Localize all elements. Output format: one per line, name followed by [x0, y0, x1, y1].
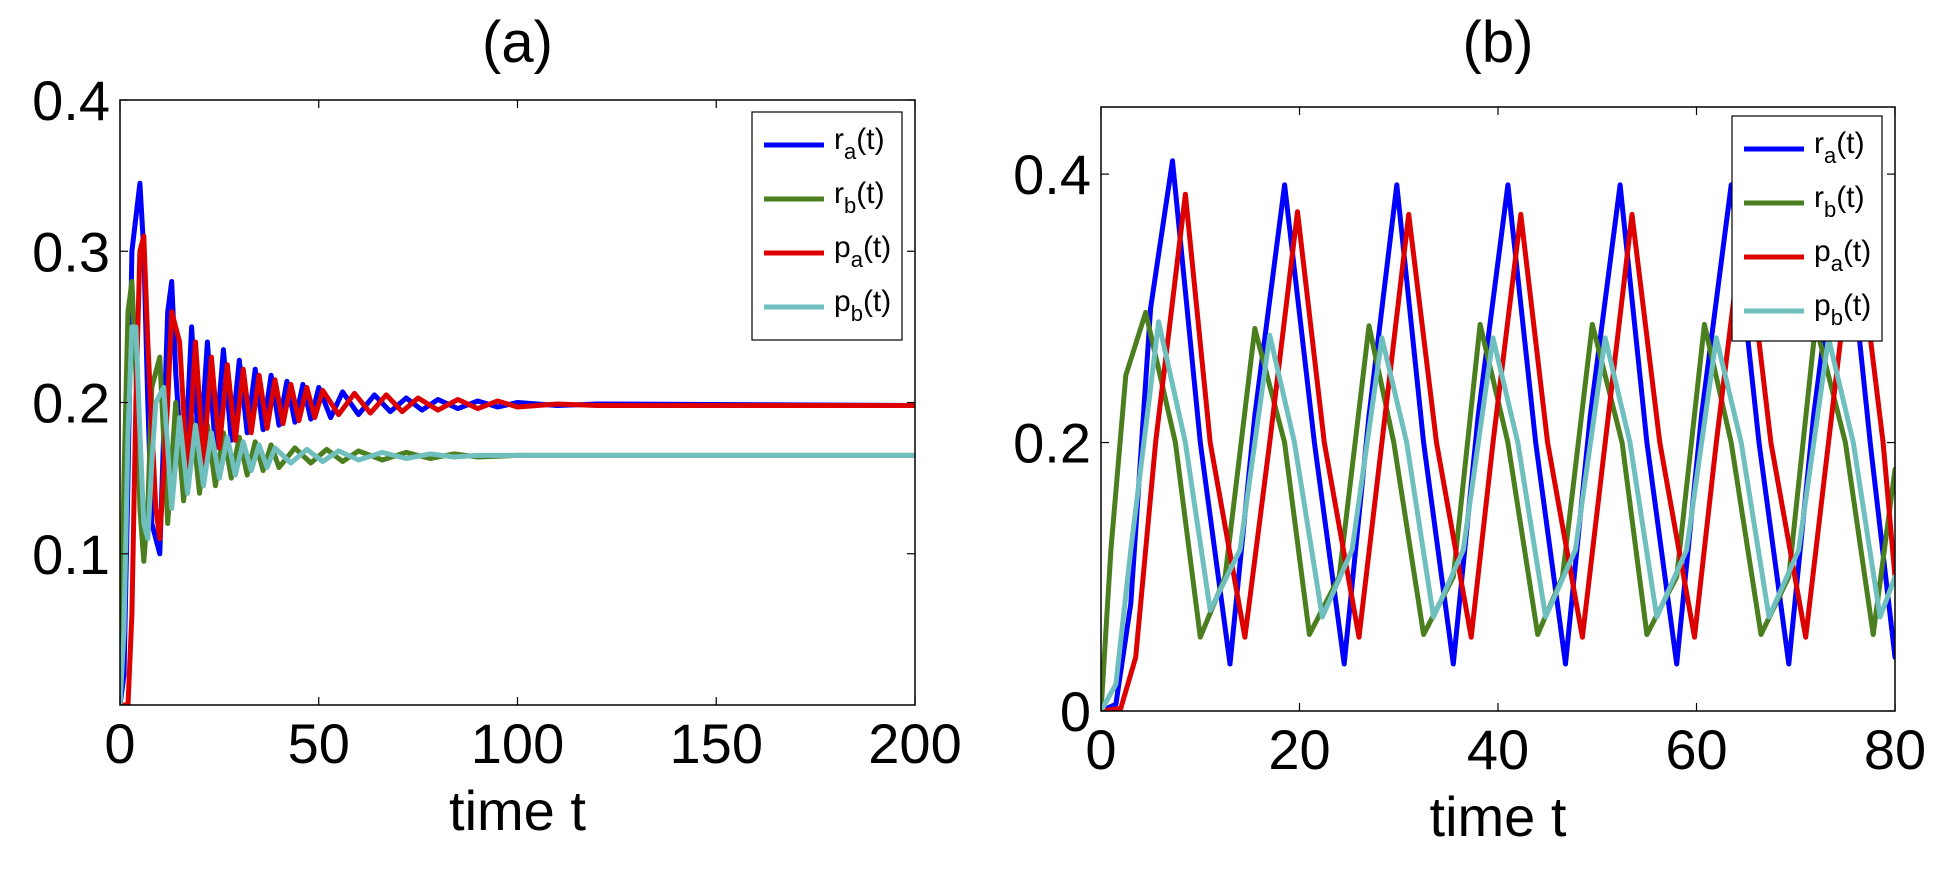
y-tick-label: 0.4 — [32, 69, 110, 132]
x-tick-label: 20 — [1268, 718, 1330, 781]
legend: ra(t) rb(t) pa(t) pb(t) — [1731, 115, 1883, 342]
y-tick-label: 0.3 — [32, 220, 110, 283]
y-tick-label: 0 — [1060, 680, 1091, 743]
x-tick-label: 0 — [1085, 718, 1116, 781]
legend-label: pb(t) — [1814, 289, 1871, 330]
x-axis-label: time t — [1430, 785, 1567, 848]
legend-label: rb(t) — [834, 177, 885, 218]
series-line-rb — [1101, 309, 1895, 711]
legend: ra(t) rb(t) pa(t) pb(t) — [751, 111, 903, 341]
x-tick-label: 80 — [1864, 718, 1926, 781]
x-tick-label: 50 — [288, 712, 350, 775]
series-line-ra — [1101, 158, 1895, 711]
legend-label: ra(t) — [1814, 127, 1865, 168]
series-line-rb — [120, 279, 915, 705]
x-tick-label: 200 — [868, 712, 961, 775]
chart-title: (a) — [482, 10, 553, 75]
series-line-pa — [120, 233, 915, 705]
y-tick-label: 0.4 — [1013, 143, 1091, 206]
x-axis-label: time t — [449, 779, 586, 842]
legend-label: pa(t) — [1814, 235, 1871, 276]
series-line-pb — [120, 324, 915, 705]
legend-label: pb(t) — [834, 285, 891, 326]
x-tick-label: 100 — [471, 712, 564, 775]
legend-box — [751, 111, 903, 341]
x-tick-label: 60 — [1665, 718, 1727, 781]
x-tick-label: 40 — [1467, 718, 1529, 781]
legend-label: rb(t) — [1814, 181, 1865, 222]
y-tick-label: 0.1 — [32, 523, 110, 586]
chart-1: (b) 0 20 40 60 80 0 0.2 0.4 time t ra(t) rb(t) pa(t)… — [1013, 10, 1926, 848]
series-line-pa — [1101, 191, 1895, 711]
y-tick-label: 0.2 — [32, 372, 110, 435]
x-tick-label: 0 — [104, 712, 135, 775]
legend-box — [1731, 115, 1883, 342]
chart-title: (b) — [1463, 10, 1534, 75]
x-tick-label: 150 — [670, 712, 763, 775]
y-tick-label: 0.2 — [1013, 412, 1091, 475]
legend-label: ra(t) — [834, 123, 885, 164]
chart-0: (a) 0 50 100 150 200 0.1 0.2 0.3 0.4 time t ra(t) rb… — [32, 10, 962, 842]
series-line-pb — [1101, 319, 1895, 711]
legend-label: pa(t) — [834, 231, 891, 272]
